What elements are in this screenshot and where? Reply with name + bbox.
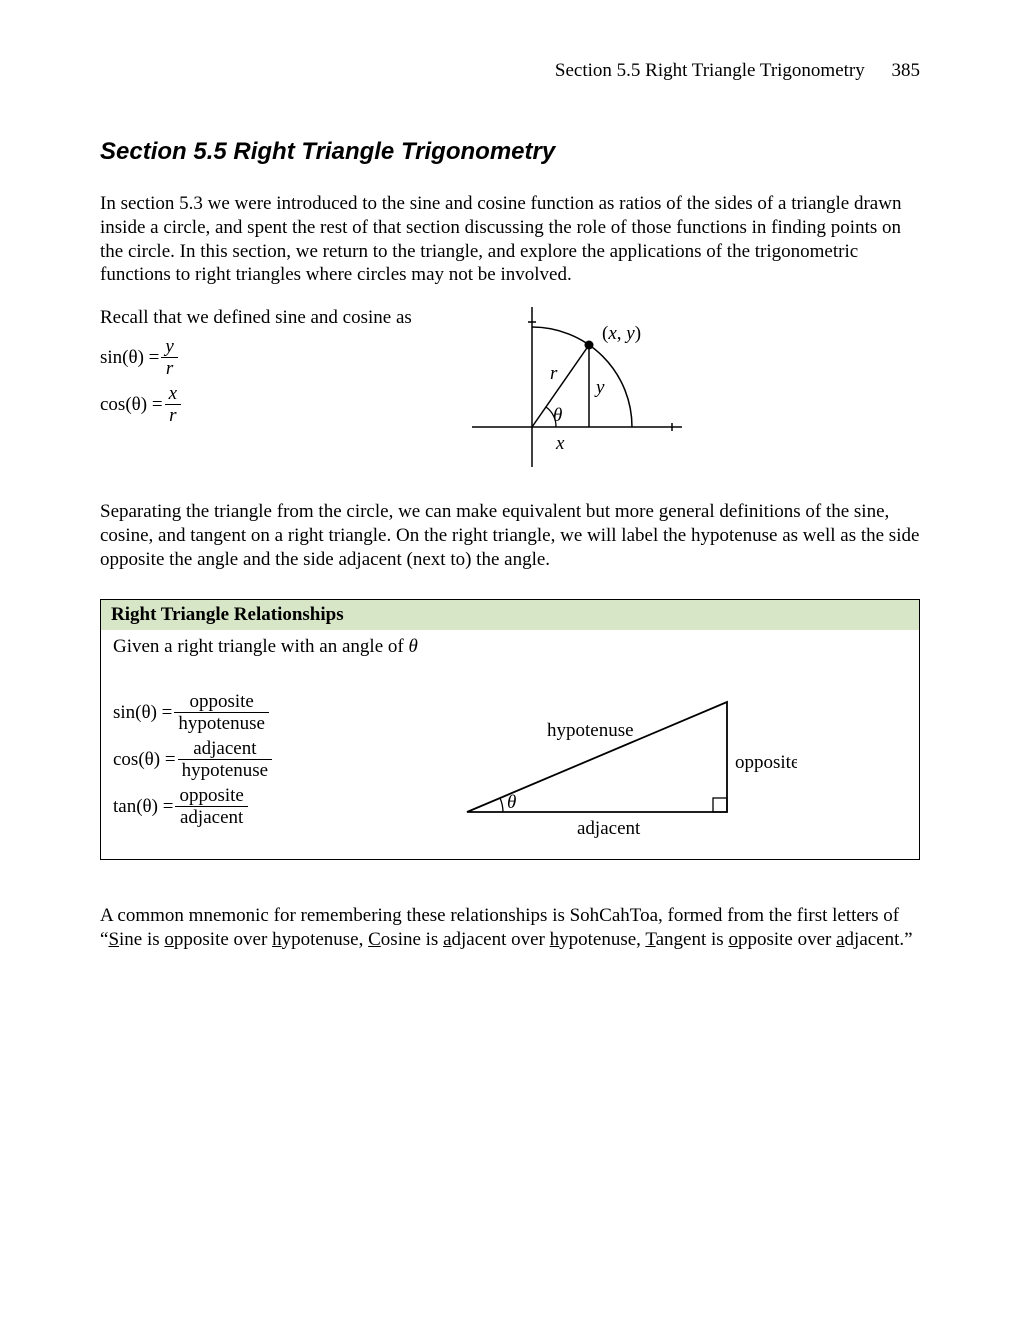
cos-formula: cos(θ) = adjacent hypotenuse [113,739,413,780]
page-number: 385 [892,60,921,81]
cos-den: r [165,405,181,425]
mnemonic-paragraph: A common mnemonic for remembering these … [100,904,920,952]
label-y: y [594,377,605,398]
cos-f-lhs: cos(θ) = [113,749,176,771]
cos-f-den: hypotenuse [178,760,273,780]
sin-num: y [161,337,177,358]
sin-f-lhs: sin(θ) = [113,702,172,724]
running-title: Section 5.5 Right Triangle Trigonometry [555,60,865,81]
label-r: r [550,363,558,384]
section-title: Section 5.5 Right Triangle Trigonometry [100,138,920,166]
label-point: (x, y) [602,323,641,344]
label-opposite: opposite [735,752,797,773]
given-prefix: Given a right triangle with an angle of [113,636,408,657]
cos-lhs: cos(θ) = [100,394,163,416]
sin-f-den: hypotenuse [174,713,269,733]
box-formulas: sin(θ) = opposite hypotenuse cos(θ) = ad… [113,686,413,833]
label-hypotenuse: hypotenuse [547,720,634,741]
sin-lhs: sin(θ) = [100,347,159,369]
label-adjacent: adjacent [577,818,641,839]
sin-den: r [161,358,177,378]
recall-equations: Recall that we defined sine and cosine a… [100,307,412,431]
tan-formula: tan(θ) = opposite adjacent [113,786,413,827]
recall-text: Recall that we defined sine and cosine a… [100,307,412,329]
box-given-line: Given a right triangle with an angle of … [113,636,907,658]
cos-num: x [165,384,181,405]
tan-f-num: opposite [175,786,247,807]
tan-f-lhs: tan(θ) = [113,796,173,818]
definition-box: Right Triangle Relationships Given a rig… [100,599,920,860]
separating-paragraph: Separating the triangle from the circle,… [100,500,920,571]
cos-def-circle: cos(θ) = x r [100,384,412,425]
cos-f-num: adjacent [178,739,273,760]
right-triangle-diagram: hypotenuse opposite adjacent θ [437,672,907,847]
tan-f-den: adjacent [175,807,247,827]
label-x: x [555,433,565,454]
label-theta: θ [553,405,562,426]
sin-def-circle: sin(θ) = y r [100,337,412,378]
recall-row: Recall that we defined sine and cosine a… [100,307,920,482]
sin-formula: sin(θ) = opposite hypotenuse [113,692,413,733]
running-header: Section 5.5 Right Triangle Trigonometry … [100,60,920,82]
intro-paragraph: In section 5.3 we were introduced to the… [100,192,920,287]
label-theta-tri: θ [507,792,516,813]
box-title: Right Triangle Relationships [101,600,919,630]
unit-circle-diagram: (x, y) r y x θ [452,307,712,482]
given-var: θ [408,636,417,657]
sin-f-num: opposite [174,692,269,713]
